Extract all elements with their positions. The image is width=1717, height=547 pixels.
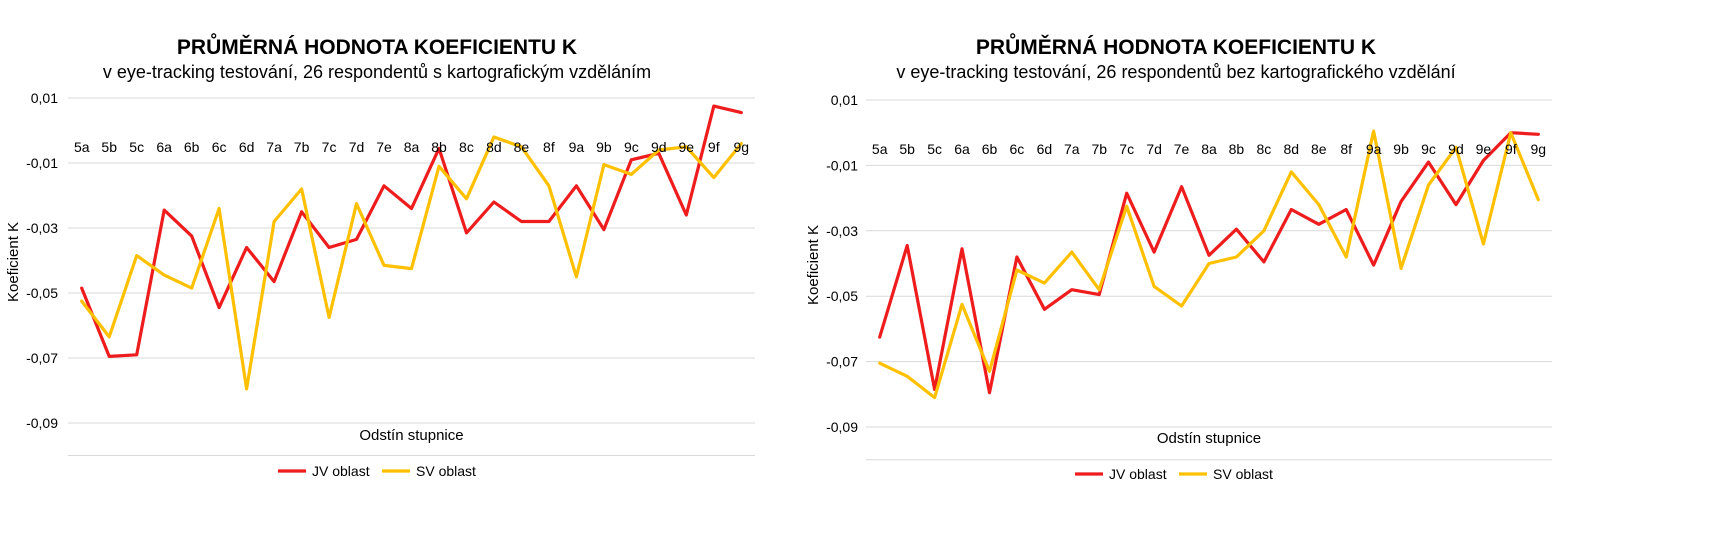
x-tick-label: 9d xyxy=(1448,141,1464,157)
x-tick-label: 8a xyxy=(404,139,420,155)
x-tick-label: 7b xyxy=(1091,141,1107,157)
x-tick-label: 9c xyxy=(624,139,639,155)
x-tick-label: 5a xyxy=(872,141,888,157)
x-tick-label: 8b xyxy=(431,139,447,155)
x-tick-label: 8c xyxy=(1256,141,1271,157)
x-tick-label: 9a xyxy=(569,139,585,155)
x-tick-label: 8b xyxy=(1229,141,1245,157)
x-tick-label: 7d xyxy=(1146,141,1162,157)
chart-subtitle: v eye-tracking testování, 26 respondentů… xyxy=(103,62,651,82)
y-tick-label: 0,01 xyxy=(831,92,858,108)
x-tick-label: 7e xyxy=(376,139,392,155)
x-tick-label: 9e xyxy=(1476,141,1492,157)
x-tick-label: 9g xyxy=(733,139,749,155)
y-tick-label: -0,01 xyxy=(826,157,858,173)
x-tick-label: 8f xyxy=(1340,141,1352,157)
x-tick-label: 8f xyxy=(543,139,555,155)
series-line-sv xyxy=(80,135,743,391)
x-tick-label: 9d xyxy=(651,139,667,155)
chart-subtitle: v eye-tracking testování, 26 respondentů… xyxy=(896,62,1455,82)
x-tick-label: 6b xyxy=(184,139,200,155)
x-tick-label: 6a xyxy=(954,141,970,157)
series-line-jv xyxy=(878,131,1540,395)
chart-title: PRŮMĚRNÁ HODNOTA KOEFICIENTU K xyxy=(976,33,1376,59)
x-tick-label: 5c xyxy=(927,141,942,157)
x-tick-label: 9f xyxy=(1505,141,1517,157)
x-tick-label: 6d xyxy=(1037,141,1053,157)
x-tick-label: 5b xyxy=(899,141,915,157)
series-line-jv xyxy=(80,104,743,358)
x-tick-label: 5a xyxy=(74,139,90,155)
x-tick-label: 8d xyxy=(486,139,502,155)
x-tick-label: 9c xyxy=(1421,141,1436,157)
y-tick-label: 0,01 xyxy=(31,90,58,106)
series-line-sv xyxy=(878,129,1540,400)
y-tick-label: -0,05 xyxy=(826,288,858,304)
chart-1: PRŮMĚRNÁ HODNOTA KOEFICIENTU K v eye-trac… xyxy=(5,33,755,479)
x-axis-label: Odstín stupnice xyxy=(359,427,463,444)
chart-title: PRŮMĚRNÁ HODNOTA KOEFICIENTU K xyxy=(177,33,577,59)
x-tick-label: 6d xyxy=(239,139,255,155)
x-tick-label: 7c xyxy=(322,139,337,155)
x-tick-label: 9b xyxy=(1393,141,1409,157)
x-tick-label: 8e xyxy=(514,139,530,155)
legend-label-jv: JV oblast xyxy=(312,463,370,479)
x-tick-label: 7c xyxy=(1119,141,1134,157)
x-tick-label: 6c xyxy=(212,139,227,155)
x-tick-label: 9a xyxy=(1366,141,1382,157)
y-tick-label: -0,07 xyxy=(826,354,858,370)
x-tick-label: 9b xyxy=(596,139,612,155)
x-tick-label: 8e xyxy=(1311,141,1327,157)
y-tick-label: -0,09 xyxy=(826,419,858,435)
x-tick-label: 5b xyxy=(101,139,117,155)
y-tick-label: -0,07 xyxy=(26,350,58,366)
x-tick-label: 8d xyxy=(1284,141,1300,157)
x-tick-label: 7a xyxy=(1064,141,1080,157)
x-tick-label: 7d xyxy=(349,139,365,155)
y-axis-label: Koeficient K xyxy=(5,222,22,302)
x-tick-label: 7e xyxy=(1174,141,1190,157)
x-tick-label: 9e xyxy=(679,139,695,155)
x-tick-label: 5c xyxy=(129,139,144,155)
y-axis-label: Koeficient K xyxy=(805,225,822,305)
legend-label-jv: JV oblast xyxy=(1109,466,1167,482)
x-tick-label: 9g xyxy=(1530,141,1546,157)
x-tick-label: 6b xyxy=(982,141,998,157)
y-tick-label: -0,05 xyxy=(26,285,58,301)
x-tick-label: 7b xyxy=(294,139,310,155)
y-tick-label: -0,03 xyxy=(826,223,858,239)
x-tick-label: 9f xyxy=(708,139,720,155)
x-tick-label: 6a xyxy=(156,139,172,155)
legend-label-sv: SV oblast xyxy=(1213,466,1273,482)
y-tick-label: -0,03 xyxy=(26,220,58,236)
x-tick-label: 8c xyxy=(459,139,474,155)
y-tick-label: -0,01 xyxy=(26,155,58,171)
x-axis-label: Odstín stupnice xyxy=(1157,430,1261,447)
y-tick-label: -0,09 xyxy=(26,415,58,431)
x-tick-label: 6c xyxy=(1010,141,1025,157)
chart-2: PRŮMĚRNÁ HODNOTA KOEFICIENTU K v eye-trac… xyxy=(805,33,1552,482)
x-tick-label: 7a xyxy=(266,139,282,155)
x-tick-label: 8a xyxy=(1201,141,1217,157)
legend-label-sv: SV oblast xyxy=(416,463,476,479)
